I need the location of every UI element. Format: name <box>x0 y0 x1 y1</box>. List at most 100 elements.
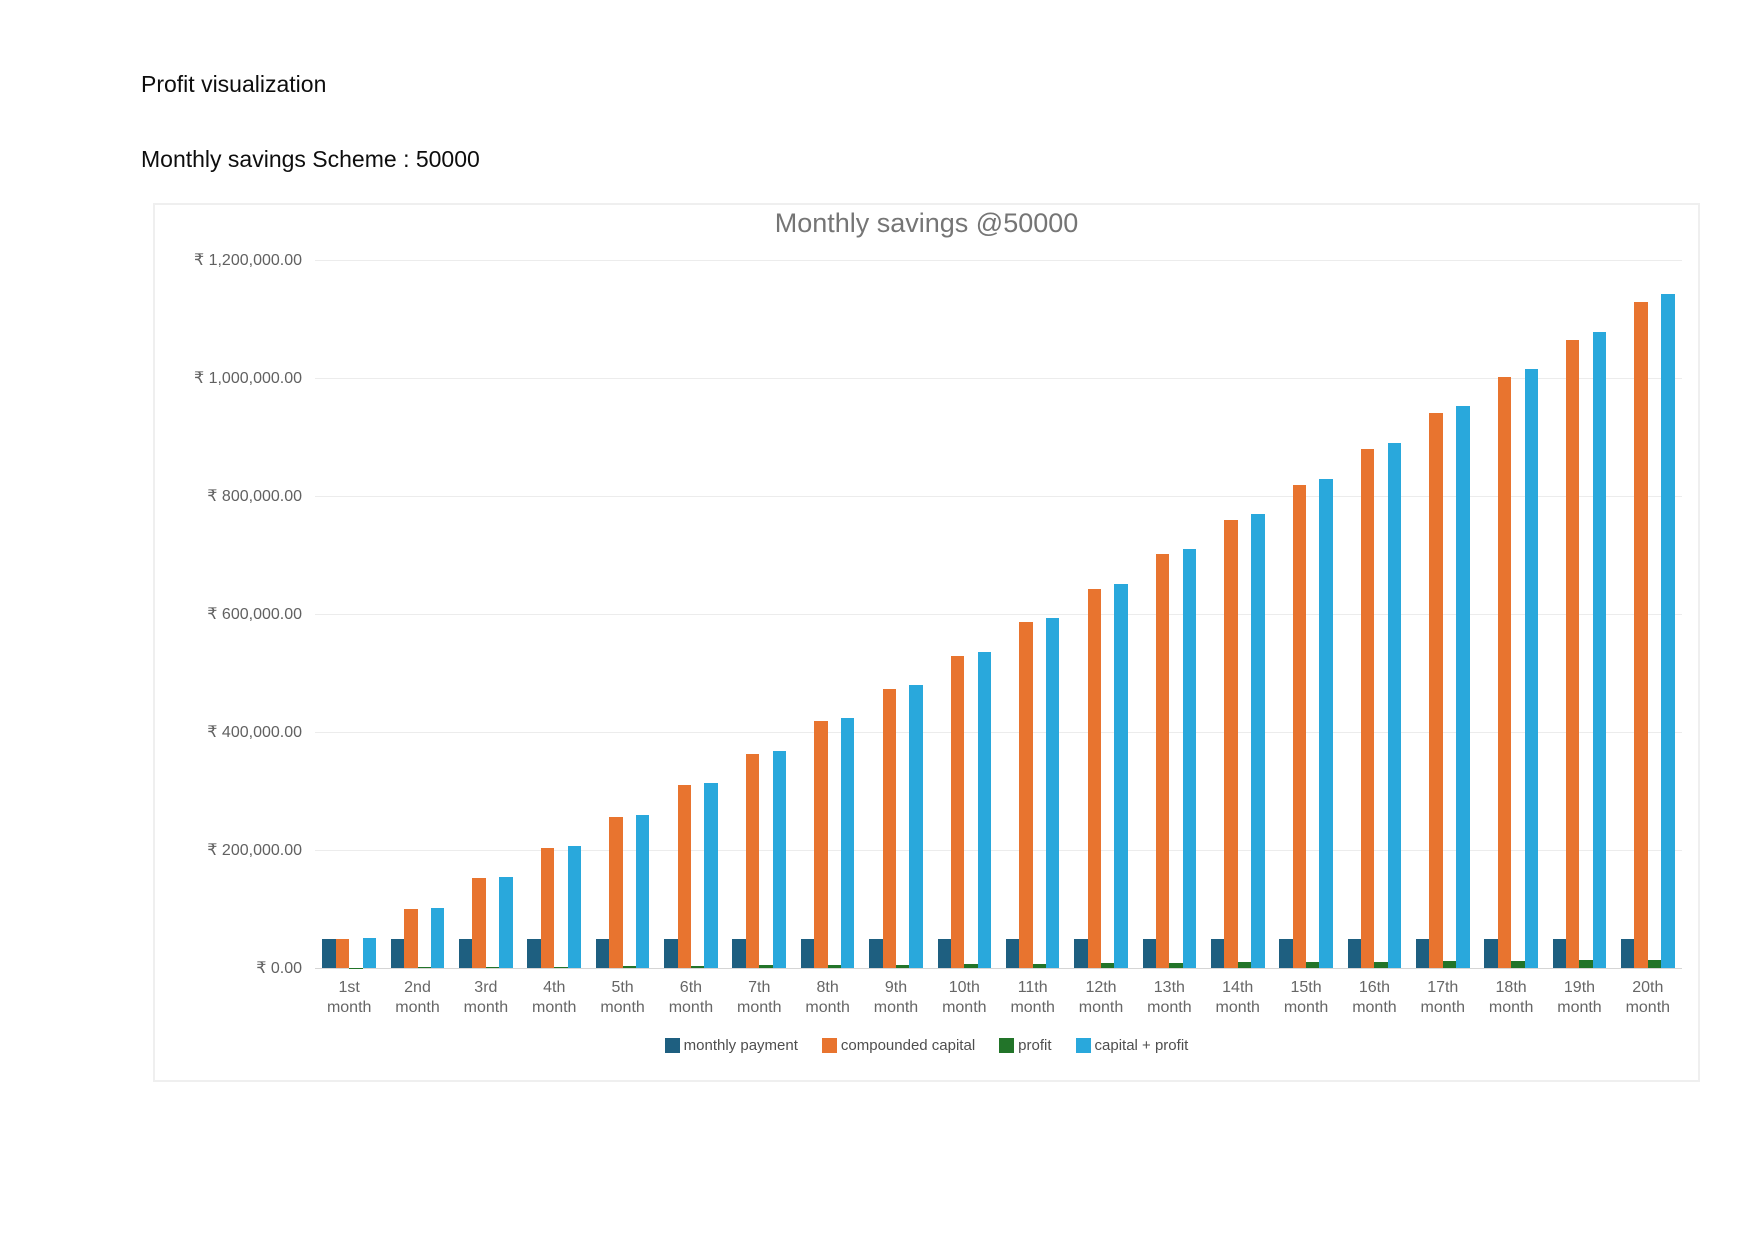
bar-group-month-15 <box>1272 260 1340 968</box>
bar-profit[interactable] <box>554 966 568 968</box>
bar-compounded-capital[interactable] <box>1566 339 1580 968</box>
bar-monthly-payment[interactable] <box>1415 938 1430 968</box>
gridline <box>315 850 1682 851</box>
bar-compounded-capital[interactable] <box>1361 449 1375 968</box>
bar-profit[interactable] <box>759 965 773 968</box>
legend-item-compounded-capital[interactable]: compounded capital <box>821 1037 975 1054</box>
x-axis-label-word: month <box>1147 999 1192 1016</box>
bar-capital-profit[interactable] <box>977 651 992 968</box>
bar-capital-profit[interactable] <box>1524 369 1538 968</box>
bar-compounded-capital[interactable] <box>1019 622 1033 968</box>
bar-profit[interactable] <box>1306 961 1320 968</box>
bar-profit[interactable] <box>1511 960 1525 968</box>
bar-monthly-payment[interactable] <box>1142 938 1156 968</box>
bar-monthly-payment[interactable] <box>664 938 678 968</box>
bar-monthly-payment[interactable] <box>1552 938 1567 968</box>
bar-monthly-payment[interactable] <box>800 938 815 968</box>
bar-capital-profit[interactable] <box>1114 583 1128 968</box>
bar-capital-profit[interactable] <box>499 877 513 968</box>
bar-monthly-payment[interactable] <box>1279 938 1293 968</box>
bar-monthly-payment[interactable] <box>390 938 405 968</box>
bar-profit[interactable] <box>690 965 705 968</box>
legend-item-capital-profit[interactable]: capital + profit <box>1075 1037 1189 1054</box>
bar-monthly-payment[interactable] <box>869 938 883 968</box>
x-axis-label: 2nd month <box>383 978 451 1018</box>
bar-compounded-capital[interactable] <box>745 753 760 968</box>
x-axis-label: 20th month <box>1614 978 1682 1018</box>
bar-compounded-capital[interactable] <box>677 785 691 968</box>
bar-compounded-capital[interactable] <box>1155 554 1170 968</box>
bar-capital-profit[interactable] <box>635 814 650 968</box>
bar-compounded-capital[interactable] <box>1429 413 1443 968</box>
x-axis-label-word: month <box>873 999 919 1016</box>
bar-monthly-payment[interactable] <box>527 938 541 968</box>
bar-capital-profit[interactable] <box>1046 618 1060 968</box>
bar-profit[interactable] <box>1442 961 1457 968</box>
bar-capital-profit[interactable] <box>704 783 718 968</box>
bar-capital-profit[interactable] <box>1661 294 1675 968</box>
legend-swatch-compounded-capital <box>821 1038 837 1053</box>
bar-capital-profit[interactable] <box>772 750 787 968</box>
bar-monthly-payment[interactable] <box>1005 938 1020 968</box>
bar-monthly-payment[interactable] <box>322 938 336 968</box>
bar-profit[interactable] <box>1169 962 1183 968</box>
x-axis-label-ordinal: 1st <box>338 979 360 996</box>
bar-profit[interactable] <box>964 964 978 968</box>
bar-capital-profit[interactable] <box>362 938 376 968</box>
bar-group-month-10 <box>930 260 998 968</box>
bar-monthly-payment[interactable] <box>1210 938 1225 968</box>
bar-monthly-payment[interactable] <box>937 938 951 968</box>
bar-monthly-payment[interactable] <box>732 938 746 968</box>
bar-compounded-capital[interactable] <box>335 938 350 968</box>
gridline <box>315 496 1682 497</box>
bar-profit[interactable] <box>1647 959 1662 968</box>
bar-profit[interactable] <box>1579 960 1593 968</box>
x-axis-label-ordinal: 17th <box>1427 979 1459 996</box>
bar-monthly-payment[interactable] <box>1484 938 1498 968</box>
bar-compounded-capital[interactable] <box>1634 302 1648 968</box>
bar-capital-profit[interactable] <box>909 685 923 968</box>
x-axis-label: 18th month <box>1477 978 1545 1018</box>
bar-compounded-capital[interactable] <box>609 816 623 968</box>
bar-capital-profit[interactable] <box>1251 514 1265 968</box>
bar-capital-profit[interactable] <box>567 846 581 968</box>
bar-compounded-capital[interactable] <box>1292 484 1307 968</box>
bar-capital-profit[interactable] <box>1592 331 1607 968</box>
y-axis-tick-label: ₹ 800,000.00 <box>207 488 302 505</box>
bar-capital-profit[interactable] <box>1182 549 1197 968</box>
bar-compounded-capital[interactable] <box>540 847 555 968</box>
legend-item-monthly-payment[interactable]: monthly payment <box>664 1037 798 1054</box>
bar-compounded-capital[interactable] <box>404 908 418 968</box>
bar-compounded-capital[interactable] <box>814 721 828 968</box>
bar-capital-profit[interactable] <box>1387 442 1402 968</box>
x-axis-label-ordinal: 11th <box>1017 979 1048 996</box>
bar-capital-profit[interactable] <box>841 718 855 968</box>
bar-profit[interactable] <box>895 964 910 968</box>
x-axis-label-word: month <box>1215 999 1260 1016</box>
bar-profit[interactable] <box>827 964 841 968</box>
bar-profit[interactable] <box>417 967 431 968</box>
bar-monthly-payment[interactable] <box>595 938 610 968</box>
bar-capital-profit[interactable] <box>430 907 445 968</box>
bar-compounded-capital[interactable] <box>472 878 486 968</box>
bar-capital-profit[interactable] <box>1456 406 1470 968</box>
legend-item-profit[interactable]: profit <box>999 1037 1052 1054</box>
bar-profit[interactable] <box>622 966 636 968</box>
bar-profit[interactable] <box>1374 961 1388 968</box>
bar-capital-profit[interactable] <box>1319 478 1333 968</box>
legend-label: capital + profit <box>1094 1037 1189 1054</box>
y-axis-tick-label: ₹ 200,000.00 <box>207 842 302 859</box>
bar-profit[interactable] <box>1237 962 1252 968</box>
bar-profit[interactable] <box>485 966 500 968</box>
bar-monthly-payment[interactable] <box>1347 938 1362 968</box>
bar-compounded-capital[interactable] <box>1497 376 1512 968</box>
bar-monthly-payment[interactable] <box>1621 938 1635 968</box>
bar-compounded-capital[interactable] <box>882 688 896 968</box>
bar-monthly-payment[interactable] <box>459 938 473 968</box>
bar-compounded-capital[interactable] <box>1087 588 1102 968</box>
bar-compounded-capital[interactable] <box>950 655 965 968</box>
bar-monthly-payment[interactable] <box>1074 938 1088 968</box>
bar-profit[interactable] <box>1101 963 1115 968</box>
bar-profit[interactable] <box>1032 963 1047 968</box>
bar-compounded-capital[interactable] <box>1224 519 1238 968</box>
